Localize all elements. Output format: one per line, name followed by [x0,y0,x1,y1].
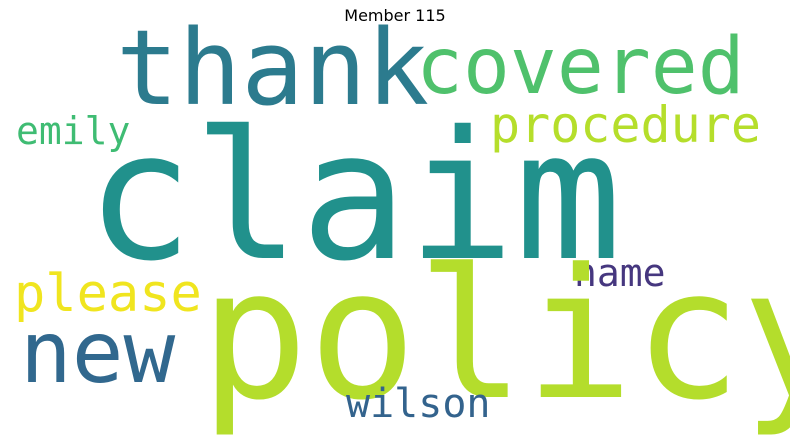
word-thank: thank [116,7,430,129]
word-cloud: thank covered procedure emily claim plea… [14,7,790,440]
word-claim: claim [86,93,622,300]
word-covered: covered [416,22,745,112]
word-name: name [574,251,666,295]
word-policy: policy [200,231,790,440]
word-new: new [20,303,176,403]
word-procedure: procedure [490,96,761,154]
word-emily: emily [16,109,131,153]
chart-title: Member 115 [344,6,446,25]
word-wilson: wilson [346,381,491,427]
word-please: please [14,264,202,324]
